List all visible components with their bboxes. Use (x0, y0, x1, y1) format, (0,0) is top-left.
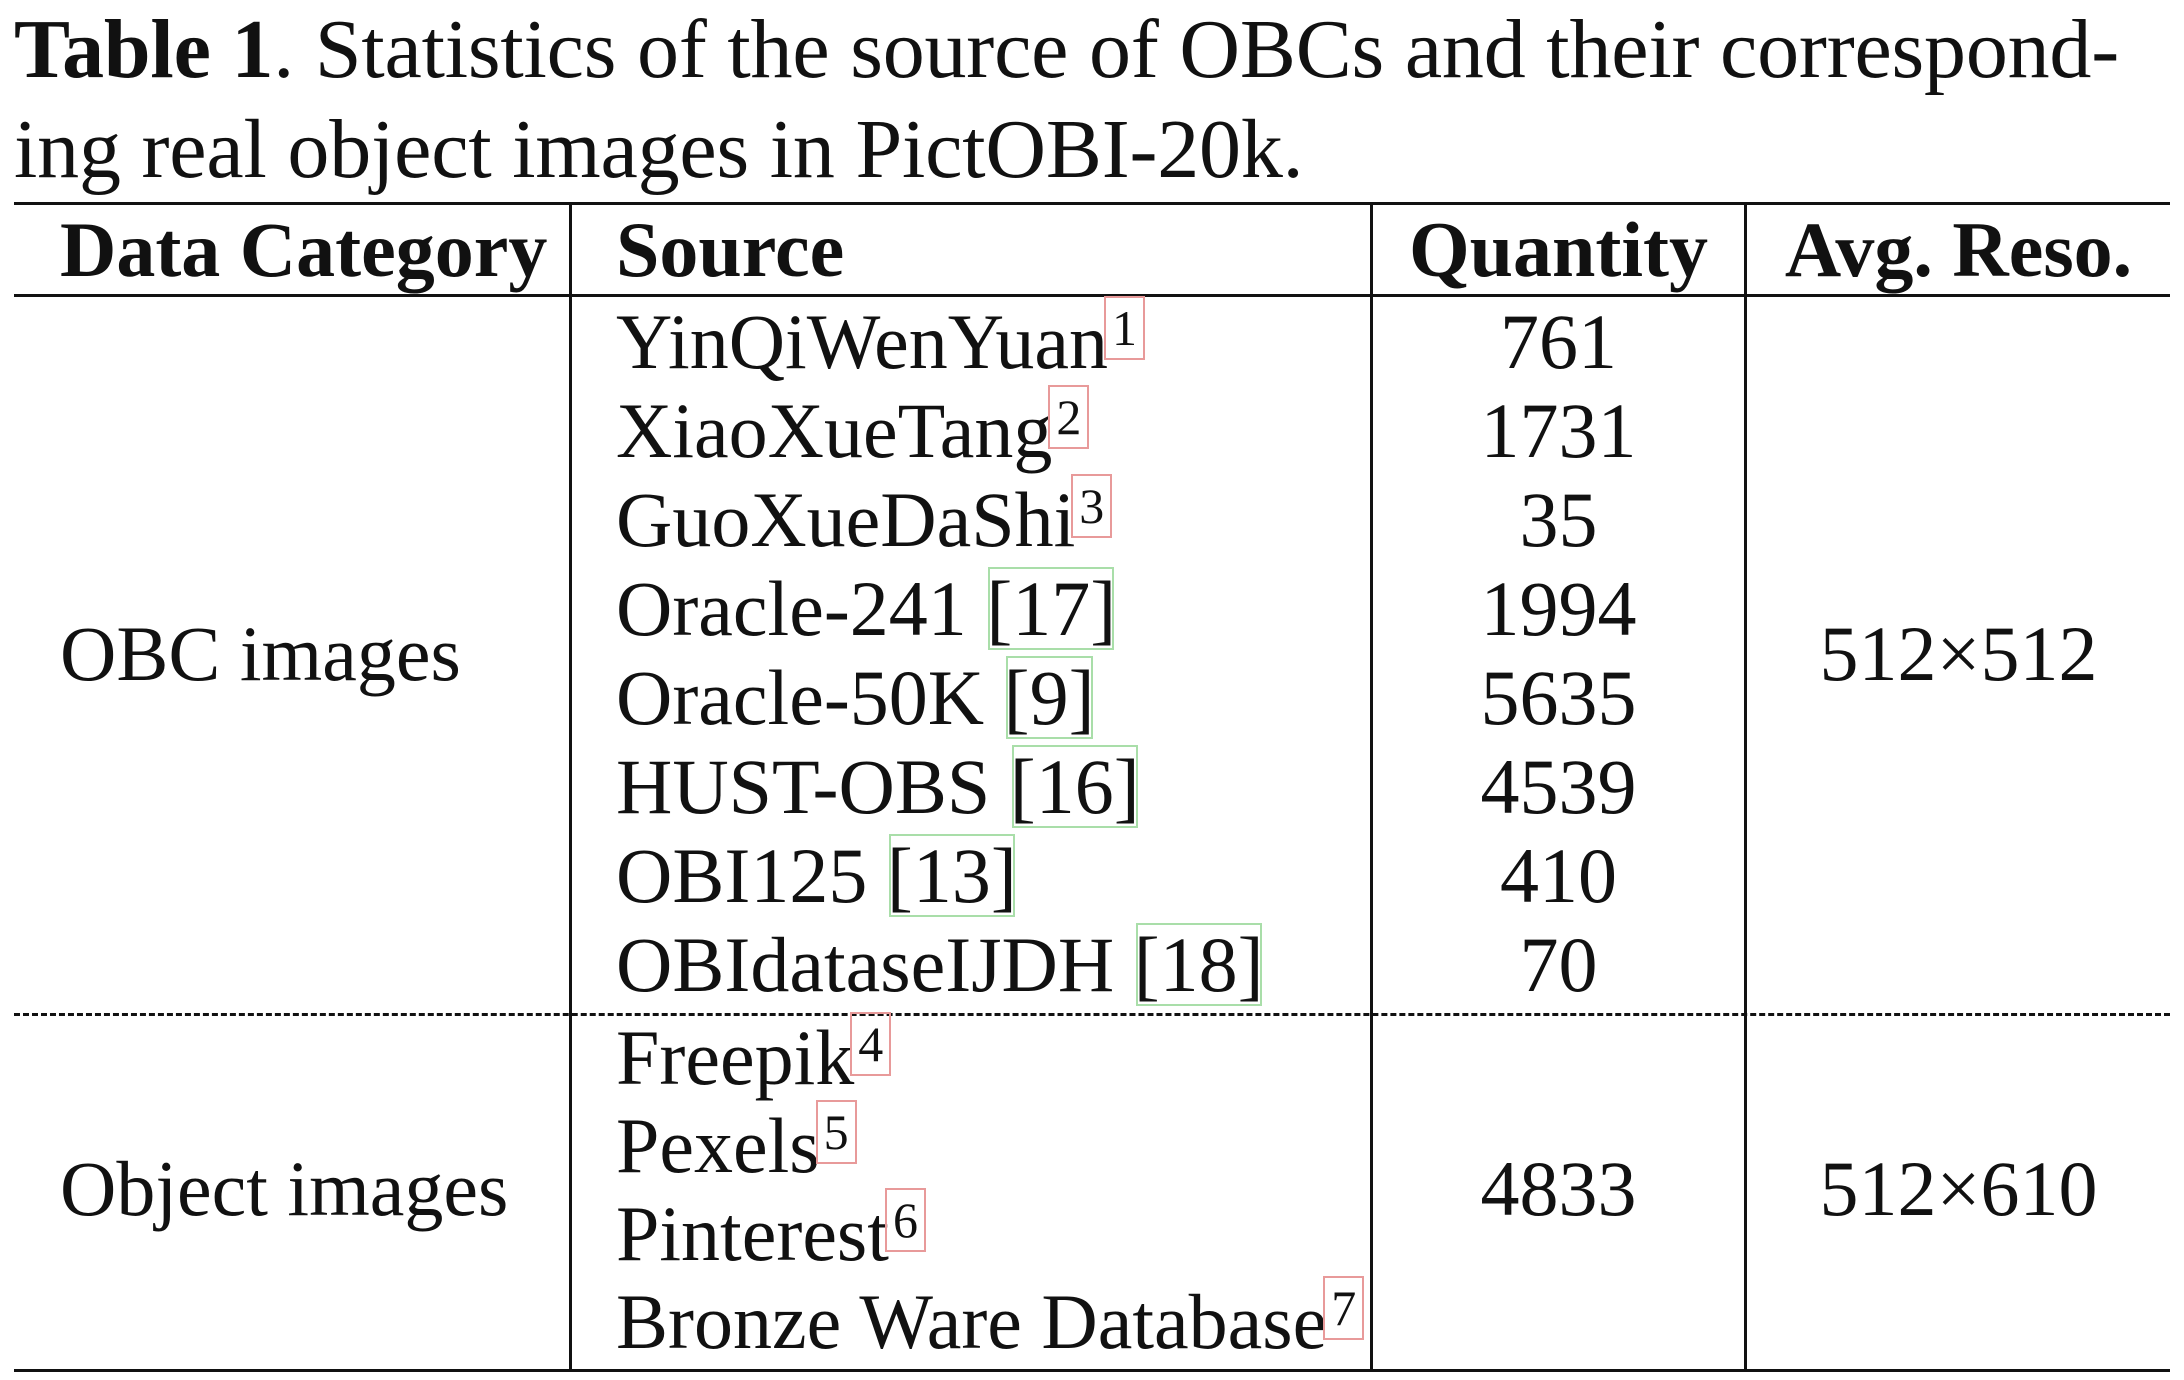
quantity-cell: 1994 (1480, 565, 1637, 652)
table-row: Oracle-241 [17] (616, 565, 1116, 653)
source-name: Freepik (616, 1014, 855, 1101)
quantity-cell: 5635 (1480, 654, 1637, 741)
footnote-marker[interactable]: 1 (1104, 296, 1145, 360)
statistics-table: Data Category Source Quantity Avg. Reso.… (14, 202, 2170, 1372)
caption-line-1: Table 1. Statistics of the source of OBC… (14, 0, 2174, 100)
source-name: XiaoXueTang (616, 387, 1053, 474)
citation-link[interactable]: [17] (986, 565, 1117, 652)
source-name: HUST-OBS (616, 743, 1010, 830)
footnote-marker[interactable]: 7 (1323, 1276, 1365, 1340)
resolution-object: 512×610 (1819, 1145, 2098, 1232)
table-row: YinQiWenYuan1 (616, 296, 1145, 386)
bottom-rule (14, 1369, 2170, 1372)
quantity-object: 4833 (1480, 1145, 1637, 1232)
table-row: XiaoXueTang2 (616, 385, 1090, 475)
quantity-cell: 761 (1500, 298, 1617, 385)
source-name: Oracle-50K (616, 654, 1004, 741)
citation-link[interactable]: [18] (1133, 921, 1264, 1008)
top-rule (14, 202, 2170, 205)
footnote-marker[interactable]: 2 (1048, 385, 1090, 449)
group-separator-dashed (14, 1013, 2170, 1016)
table-row: Oracle-50K [9] (616, 654, 1095, 742)
source-name: GuoXueDaShi (616, 476, 1076, 563)
table-row: Freepik4 (616, 1012, 892, 1102)
source-name: Oracle-241 (616, 565, 987, 652)
footnote-marker[interactable]: 4 (850, 1012, 892, 1076)
resolution-obc: 512×512 (1819, 610, 2098, 697)
quantity-cell: 410 (1500, 832, 1617, 919)
table-row: OBI125 [13] (616, 832, 1017, 920)
caption-line-2: ing real object images in PictOBI-20k. (14, 103, 1304, 196)
header-rule (14, 294, 2170, 297)
column-divider-2 (1370, 202, 1373, 1372)
source-name: YinQiWenYuan (616, 298, 1108, 385)
table-row: HUST-OBS [16] (616, 743, 1140, 831)
table-caption: Table 1. Statistics of the source of OBC… (14, 0, 2174, 200)
column-divider-1 (569, 202, 572, 1372)
quantity-cell: 70 (1519, 921, 1598, 1008)
source-name: Pexels (616, 1102, 820, 1189)
source-name: OBIdataseIJDH (616, 921, 1134, 1008)
header-avg-reso: Avg. Reso. (1784, 206, 2133, 293)
table-row: OBIdataseIJDH [18] (616, 921, 1264, 1009)
footnote-marker[interactable]: 3 (1071, 474, 1113, 538)
caption-label: Table 1 (14, 3, 274, 96)
citation-link[interactable]: [13] (886, 832, 1017, 919)
source-name: OBI125 (616, 832, 887, 919)
footnote-marker[interactable]: 5 (815, 1100, 857, 1164)
table-row: Pinterest6 (616, 1188, 926, 1278)
quantity-cell: 35 (1519, 476, 1598, 563)
table-row: GuoXueDaShi3 (616, 474, 1113, 564)
source-name: Bronze Ware Database (616, 1278, 1328, 1365)
caption-text-1: . Statistics of the source of OBCs and t… (273, 3, 2120, 96)
header-source: Source (616, 206, 845, 293)
quantity-cell: 1731 (1480, 387, 1637, 474)
category-obc-images: OBC images (60, 610, 461, 697)
citation-link[interactable]: [16] (1009, 743, 1140, 830)
table-row: Pexels5 (616, 1100, 857, 1190)
quantity-cell: 4539 (1480, 743, 1637, 830)
citation-link[interactable]: [9] (1003, 654, 1095, 741)
footnote-marker[interactable]: 6 (884, 1188, 926, 1252)
header-quantity: Quantity (1408, 206, 1709, 293)
header-data-category: Data Category (60, 206, 548, 293)
source-name: Pinterest (616, 1190, 889, 1277)
category-object-images: Object images (60, 1145, 509, 1232)
column-divider-3 (1744, 202, 1747, 1372)
table-row: Bronze Ware Database7 (616, 1276, 1365, 1366)
